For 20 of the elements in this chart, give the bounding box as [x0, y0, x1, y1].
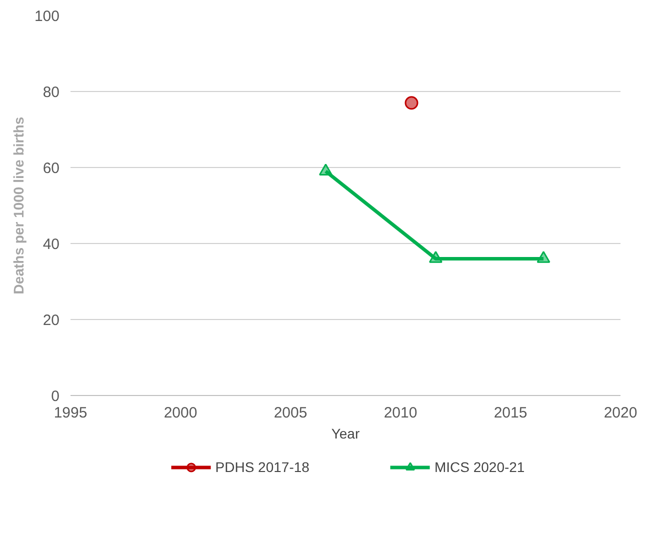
y-tick-label: 100	[34, 8, 60, 25]
x-axis-title: Year	[331, 426, 360, 442]
x-tick-label: 1995	[54, 404, 88, 422]
y-axis-title: Deaths per 1000 live births	[10, 116, 26, 294]
y-tick-label: 80	[42, 84, 60, 101]
x-tick-label: 2010	[384, 404, 418, 422]
point	[428, 251, 442, 263]
legend-label: MICS 2020-21	[434, 458, 525, 474]
x-tick-label: 2005	[274, 404, 308, 422]
x-tick-label: 2020	[604, 404, 638, 422]
y-tick-label: 20	[42, 312, 60, 329]
point	[404, 96, 418, 110]
x-tick-label: 2000	[164, 404, 198, 422]
y-tick-label: 0	[51, 388, 60, 405]
x-tick-label: 2015	[494, 404, 528, 422]
point	[536, 251, 550, 263]
legend-label: PDHS 2017-18	[215, 458, 310, 474]
y-tick-label: 60	[42, 160, 60, 177]
y-tick-label: 40	[42, 236, 60, 253]
point	[318, 164, 332, 176]
